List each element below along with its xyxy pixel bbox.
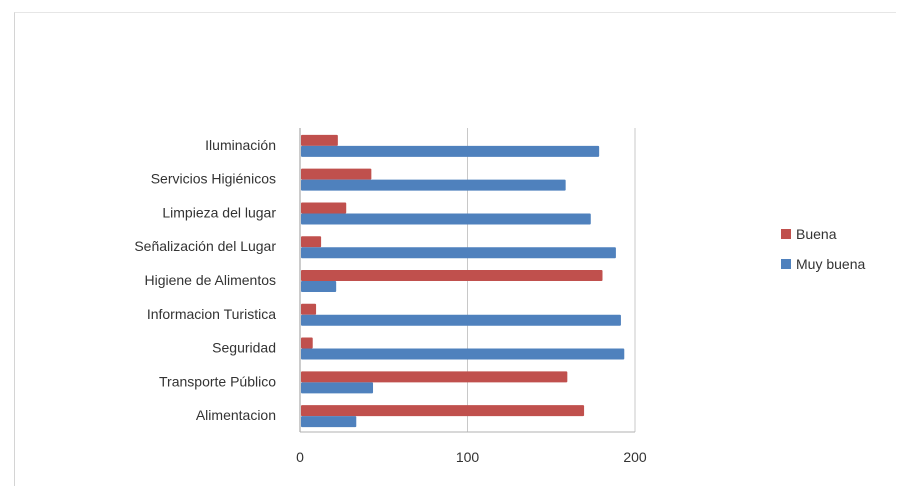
x-tick-label: 200 bbox=[623, 449, 647, 465]
bar-buena-1 bbox=[301, 168, 372, 180]
category-labels: Iluminación Servicios Higiénicos Limpieza … bbox=[134, 137, 276, 423]
bar-muy-buena-3 bbox=[301, 247, 616, 259]
bar-muy-buena-0 bbox=[301, 145, 600, 157]
category-label: Higiene de Alimentos bbox=[144, 272, 276, 288]
category-label: Servicios Higiénicos bbox=[151, 171, 276, 187]
legend[interactable]: Buena Muy buena bbox=[781, 226, 865, 272]
category-label: Alimentacion bbox=[196, 407, 276, 423]
bar-buena-8 bbox=[301, 405, 585, 417]
category-label: Informacion Turistica bbox=[147, 306, 276, 322]
bar-muy-buena-4 bbox=[301, 281, 337, 292]
x-axis-ticks: 0 100 200 bbox=[296, 449, 647, 465]
legend-label: Muy buena bbox=[796, 256, 865, 272]
legend-swatch-muy-buena bbox=[781, 259, 791, 269]
bar-buena-6 bbox=[301, 337, 313, 349]
chart-frame bbox=[14, 12, 896, 486]
bar-buena-7 bbox=[301, 371, 568, 383]
category-label: Transporte Público bbox=[159, 373, 276, 389]
bars bbox=[301, 134, 625, 428]
legend-swatch-buena bbox=[781, 229, 791, 239]
bar-buena-0 bbox=[301, 134, 338, 146]
category-label: Señalización del Lugar bbox=[134, 238, 276, 254]
x-tick-label: 100 bbox=[456, 449, 480, 465]
bar-muy-buena-7 bbox=[301, 382, 374, 394]
x-tick-label: 0 bbox=[296, 449, 304, 465]
category-label: Seguridad bbox=[212, 340, 276, 356]
bar-buena-4 bbox=[301, 270, 603, 281]
bar-muy-buena-6 bbox=[301, 348, 625, 360]
bar-buena-3 bbox=[301, 236, 322, 248]
legend-label: Buena bbox=[796, 226, 837, 242]
bar-muy-buena-1 bbox=[301, 179, 566, 191]
bar-muy-buena-2 bbox=[301, 213, 591, 225]
bar-buena-5 bbox=[301, 303, 317, 315]
category-label: Limpieza del lugar bbox=[162, 204, 276, 220]
bar-muy-buena-5 bbox=[301, 314, 621, 326]
category-label: Iluminación bbox=[205, 137, 276, 153]
bar-muy-buena-8 bbox=[301, 416, 357, 428]
bar-buena-2 bbox=[301, 202, 347, 214]
